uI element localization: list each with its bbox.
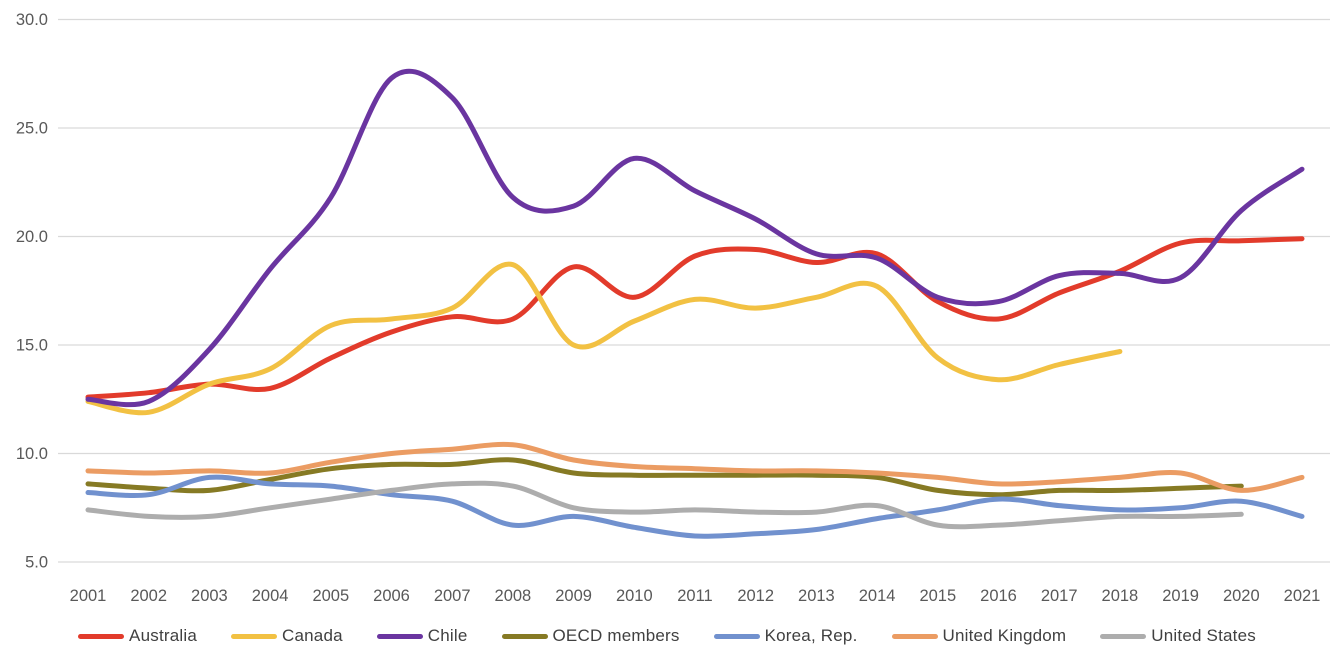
legend-item-united-kingdom: United Kingdom xyxy=(891,626,1067,646)
x-axis-tick-label: 2003 xyxy=(191,587,228,605)
legend-label: Chile xyxy=(427,626,468,645)
legend-label: United Kingdom xyxy=(942,626,1067,645)
x-axis-tick-label: 2002 xyxy=(130,587,167,605)
y-axis-tick-label: 10.0 xyxy=(16,445,48,463)
x-axis-tick-label: 2020 xyxy=(1223,587,1260,605)
x-axis-tick-label: 2010 xyxy=(616,587,653,605)
x-axis-tick-label: 2006 xyxy=(373,587,410,605)
legend-label: Korea, Rep. xyxy=(764,626,858,645)
series-line-australia xyxy=(85,236,1305,400)
x-axis-tick-label: 2011 xyxy=(677,587,712,605)
series-line-korea-rep xyxy=(85,474,1305,539)
legend-label: United States xyxy=(1151,626,1256,645)
y-axis-tick-label: 15.0 xyxy=(16,337,48,355)
legend-swatch-oecd-members xyxy=(501,633,548,639)
legend-swatch-united-states xyxy=(1100,633,1147,639)
legend-swatch-korea-rep xyxy=(713,633,760,639)
y-axis-tick-label: 5.0 xyxy=(25,554,48,572)
x-axis-tick-label: 2018 xyxy=(1102,587,1139,605)
y-axis-tick-label: 25.0 xyxy=(16,120,48,138)
series-line-united-states xyxy=(85,480,1244,530)
legend-swatch-australia xyxy=(78,633,125,639)
y-axis-tick-label: 20.0 xyxy=(16,228,48,246)
legend-label: Canada xyxy=(282,626,343,645)
legend-item-oecd-members: OECD members xyxy=(501,626,680,646)
x-axis-tick-label: 2007 xyxy=(434,587,471,605)
legend-label: Australia xyxy=(129,626,197,645)
x-axis-tick-label: 2019 xyxy=(1162,587,1199,605)
legend-item-canada: Canada xyxy=(231,626,343,646)
x-axis-tick-label: 2005 xyxy=(312,587,349,605)
x-axis-tick-label: 2013 xyxy=(798,587,835,605)
x-axis-tick-label: 2012 xyxy=(737,587,774,605)
x-axis-tick-label: 2015 xyxy=(919,587,956,605)
series-line-canada xyxy=(85,261,1123,416)
x-axis-tick-label: 2009 xyxy=(555,587,592,605)
series-line-oecd-members xyxy=(85,457,1244,498)
series-line-chile xyxy=(85,68,1305,408)
legend-item-korea-rep: Korea, Rep. xyxy=(713,626,858,646)
chart-legend: Australia Canada Chile OECD members Korea, R… xyxy=(0,626,1334,646)
legend-label: OECD members xyxy=(552,626,680,645)
legend-item-australia: Australia xyxy=(78,626,197,646)
x-axis-tick-label: 2021 xyxy=(1284,587,1321,605)
legend-swatch-chile xyxy=(376,633,423,639)
x-axis-tick-label: 2001 xyxy=(70,587,107,605)
legend-item-chile: Chile xyxy=(376,626,468,646)
series-line-united-kingdom xyxy=(85,441,1305,493)
legend-swatch-canada xyxy=(231,633,277,639)
x-axis-tick-label: 2016 xyxy=(980,587,1017,605)
x-axis-tick-label: 2014 xyxy=(859,587,896,605)
legend-swatch-united-kingdom xyxy=(891,633,938,639)
x-axis-tick-label: 2017 xyxy=(1041,587,1078,605)
legend-item-united-states: United States xyxy=(1100,626,1256,646)
x-axis-tick-label: 2008 xyxy=(495,587,532,605)
x-axis-tick-label: 2004 xyxy=(252,587,289,605)
y-axis-tick-label: 30.0 xyxy=(16,11,48,29)
